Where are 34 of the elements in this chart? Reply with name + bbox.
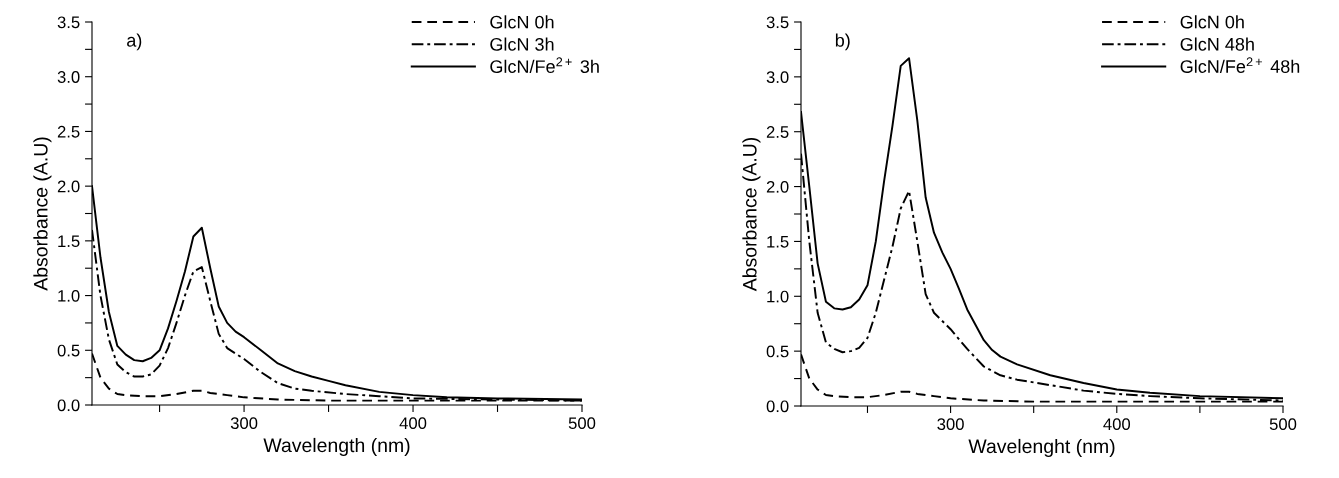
text: 0.0 bbox=[766, 400, 789, 413]
annotation: a) bbox=[127, 33, 142, 51]
y-tick-label: 0.5 bbox=[766, 345, 789, 358]
x-tick-label: 400 bbox=[399, 417, 427, 430]
y-tick-label: 2.5 bbox=[57, 125, 80, 138]
x-axis-title: Wavelenght (nm) bbox=[968, 438, 1115, 458]
x-tick-label: 500 bbox=[1269, 418, 1297, 431]
text: 3.0 bbox=[57, 71, 80, 83]
legend-label: GlcN/Fe$^{2+}$ 3h bbox=[490, 57, 599, 73]
legend-label: GlcN 3h bbox=[490, 37, 554, 51]
legend-label: GlcN/Fe$^{2+}$ 48h bbox=[1180, 57, 1300, 73]
text: 3.0 bbox=[766, 71, 789, 84]
text: 2.0 bbox=[766, 180, 789, 193]
y-tick-label: 3.5 bbox=[57, 16, 80, 29]
y-tick-label: 2.5 bbox=[766, 126, 789, 138]
y-tick-label: 1.5 bbox=[58, 235, 80, 248]
text: 1.0 bbox=[767, 290, 789, 303]
x-axis-title: Wavelength (nm) bbox=[263, 437, 410, 457]
x-tick-label: 300 bbox=[937, 418, 964, 431]
text: 2.0 bbox=[57, 180, 80, 193]
y-tick-label: 3.5 bbox=[766, 16, 789, 29]
legend-label: GlcN 48h bbox=[1180, 37, 1254, 51]
annotation: b) bbox=[835, 33, 850, 51]
y-axis-title: Absorbance (A.U) bbox=[33, 137, 52, 291]
x-tick-label: 500 bbox=[568, 417, 596, 430]
x-tick-label: 400 bbox=[1103, 418, 1131, 431]
y-tick-label: 0.5 bbox=[57, 344, 80, 357]
legend-label: GlcN 0h bbox=[1180, 15, 1244, 29]
legend-label: GlcN 0h bbox=[490, 15, 554, 29]
text: 0.0 bbox=[57, 399, 80, 412]
y-tick-label: 1.5 bbox=[767, 236, 789, 248]
x-tick-label: 300 bbox=[230, 417, 258, 430]
text: 1.0 bbox=[58, 289, 80, 302]
y-axis-title: Absorbance (A.U) bbox=[742, 137, 761, 292]
